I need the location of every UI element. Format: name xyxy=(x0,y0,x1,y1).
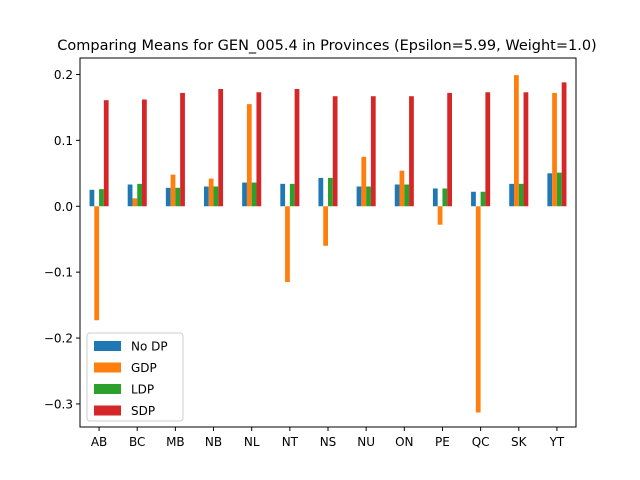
bar-sdp-on xyxy=(409,96,414,207)
x-axis: AB BC MB NB NL NT NS NU ON PE QC SK YT xyxy=(91,427,565,449)
bar-gdp-bc xyxy=(132,198,138,207)
bar-ldp-yt xyxy=(556,172,562,207)
bar-sdp-pe xyxy=(447,92,452,207)
legend-label: LDP xyxy=(131,383,154,397)
bar-gdp-ab xyxy=(94,206,100,321)
bar-ldp-mb xyxy=(175,187,181,207)
x-tick-label: SK xyxy=(511,435,528,449)
bar-sdp-nu xyxy=(370,96,376,207)
bar-sdp-nl xyxy=(256,92,262,207)
x-tick-label: ON xyxy=(395,435,413,449)
chart-title: Comparing Means for GEN_005.4 in Provinc… xyxy=(57,38,596,54)
bar-sdp-nb xyxy=(218,88,224,207)
bar-no-dp-yt xyxy=(547,173,553,207)
x-tick-label: NB xyxy=(205,435,222,449)
x-tick-label: BC xyxy=(129,435,145,449)
bar-no-dp-nb xyxy=(204,186,209,207)
bar-gdp-sk xyxy=(514,75,519,207)
bar-ldp-qc xyxy=(480,191,486,207)
x-tick-label: PE xyxy=(435,435,450,449)
x-tick-label: NL xyxy=(244,435,260,449)
bar-ldp-nb xyxy=(213,186,219,207)
bar-ldp-nt xyxy=(289,183,295,207)
bar-gdp-nl xyxy=(246,104,252,207)
bar-no-dp-on xyxy=(394,184,400,207)
legend-box xyxy=(86,332,184,422)
bar-sdp-bc xyxy=(142,99,147,207)
legend-label: No DP xyxy=(131,340,168,354)
x-tick-label: NT xyxy=(282,435,299,449)
bar-gdp-pe xyxy=(437,206,443,225)
bar-no-dp-mb xyxy=(165,187,171,207)
bar-ldp-sk xyxy=(518,183,524,207)
legend-label: GDP xyxy=(131,361,157,375)
y-tick-label: −0.2 xyxy=(44,332,73,346)
y-tick-label: 0.0 xyxy=(54,200,73,214)
bar-gdp-nt xyxy=(285,206,290,283)
x-tick-label: AB xyxy=(91,435,107,449)
y-tick-label: 0.1 xyxy=(54,134,73,148)
bar-sdp-sk xyxy=(523,92,529,207)
bar-gdp-on xyxy=(399,170,405,207)
y-tick-label: −0.1 xyxy=(44,266,73,280)
bar-sdp-ab xyxy=(103,100,109,207)
bar-ldp-nu xyxy=(366,186,371,207)
bar-no-dp-bc xyxy=(127,184,133,207)
bar-ldp-nl xyxy=(251,182,257,207)
bar-gdp-mb xyxy=(170,174,176,207)
plot-frame xyxy=(79,57,577,428)
bar-gdp-yt xyxy=(552,92,557,207)
bar-sdp-mb xyxy=(180,92,185,207)
legend-swatch xyxy=(94,384,121,394)
bar-no-dp-nu xyxy=(356,186,362,207)
bar-sdp-ns xyxy=(332,96,338,207)
x-tick-label: NS xyxy=(320,435,337,449)
bar-sdp-nt xyxy=(294,88,300,207)
y-tick-label: −0.3 xyxy=(44,397,73,411)
bar-no-dp-sk xyxy=(509,183,514,207)
x-tick-label: QC xyxy=(472,435,490,449)
bar-sdp-qc xyxy=(485,92,491,207)
x-tick-label: MB xyxy=(166,435,185,449)
bar-no-dp-nl xyxy=(242,182,247,207)
bars-layer xyxy=(89,75,567,413)
bar-ldp-pe xyxy=(442,188,448,207)
bar-gdp-qc xyxy=(475,206,481,413)
x-tick-label: NU xyxy=(357,435,375,449)
bar-gdp-nb xyxy=(208,178,214,207)
bar-sdp-yt xyxy=(561,82,567,207)
bar-ldp-ab xyxy=(99,189,104,207)
bar-ldp-bc xyxy=(137,183,142,207)
y-axis: −0.3 −0.2 −0.1 0.0 0.1 0.2 xyxy=(44,68,80,411)
bar-gdp-nu xyxy=(361,156,367,207)
legend-swatch xyxy=(94,362,121,373)
bar-no-dp-nt xyxy=(280,183,286,207)
legend-swatch xyxy=(94,341,121,351)
bar-no-dp-qc xyxy=(471,191,476,207)
legend: No DP GDP LDP SDP xyxy=(86,332,184,422)
bar-ldp-on xyxy=(404,184,410,207)
legend-swatch xyxy=(94,405,121,416)
bar-no-dp-ab xyxy=(89,189,95,207)
bar-gdp-ns xyxy=(323,206,328,246)
y-tick-label: 0.2 xyxy=(54,68,73,82)
bar-no-dp-ns xyxy=(318,177,324,207)
x-tick-label: YT xyxy=(549,435,565,449)
legend-label: SDP xyxy=(131,404,155,418)
bar-no-dp-pe xyxy=(432,188,438,207)
bar-ldp-ns xyxy=(328,177,333,207)
